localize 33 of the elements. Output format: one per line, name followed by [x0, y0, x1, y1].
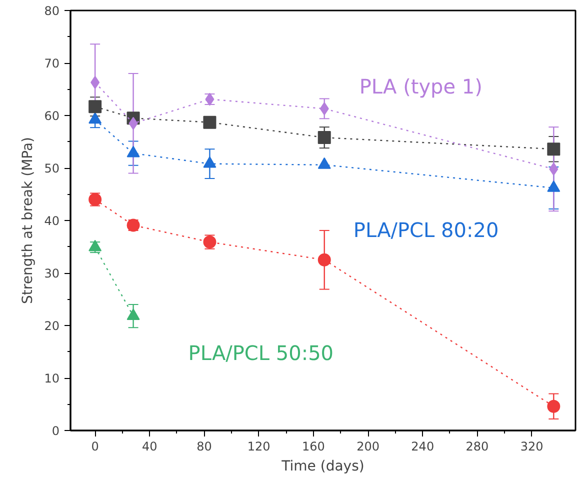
x-tick-label: 200: [356, 440, 380, 454]
text: PLA/PCL 50:50: [188, 341, 334, 366]
x-tick-label: 280: [466, 440, 489, 454]
y-tick-label: 60: [44, 109, 60, 123]
x-tick-label: 240: [411, 440, 434, 454]
series-label: PLA/PCL 80:20: [353, 218, 499, 242]
series-label: PLA (type 1): [359, 74, 482, 99]
point: [320, 102, 329, 116]
point: [318, 131, 331, 144]
y-tick-label: 80: [44, 4, 60, 18]
y-tick-label: 30: [44, 266, 60, 280]
y-tick-label: 0: [52, 424, 60, 438]
x-tick-label: 0: [91, 440, 99, 454]
y-tick-label: 20: [44, 319, 60, 333]
x-axis-title: Time (days): [280, 458, 364, 474]
point: [547, 400, 560, 413]
point: [88, 100, 102, 114]
point: [549, 162, 558, 176]
y-tick-label: 50: [44, 162, 60, 176]
x-tick-label: 120: [247, 440, 270, 454]
y-tick-label: 70: [44, 56, 60, 70]
y-tick-label: 40: [44, 214, 60, 228]
point: [203, 116, 216, 129]
x-tick-label: 40: [142, 440, 158, 454]
point: [547, 142, 560, 156]
x-tick-label: 320: [520, 440, 544, 454]
point: [318, 253, 331, 266]
y-tick-label: 10: [44, 372, 60, 386]
point: [90, 76, 100, 89]
y-axis-title: Strength at break (MPa): [20, 136, 36, 304]
point: [128, 116, 138, 130]
x-tick-label: 160: [302, 440, 325, 454]
x-tick-label: 80: [196, 440, 212, 454]
